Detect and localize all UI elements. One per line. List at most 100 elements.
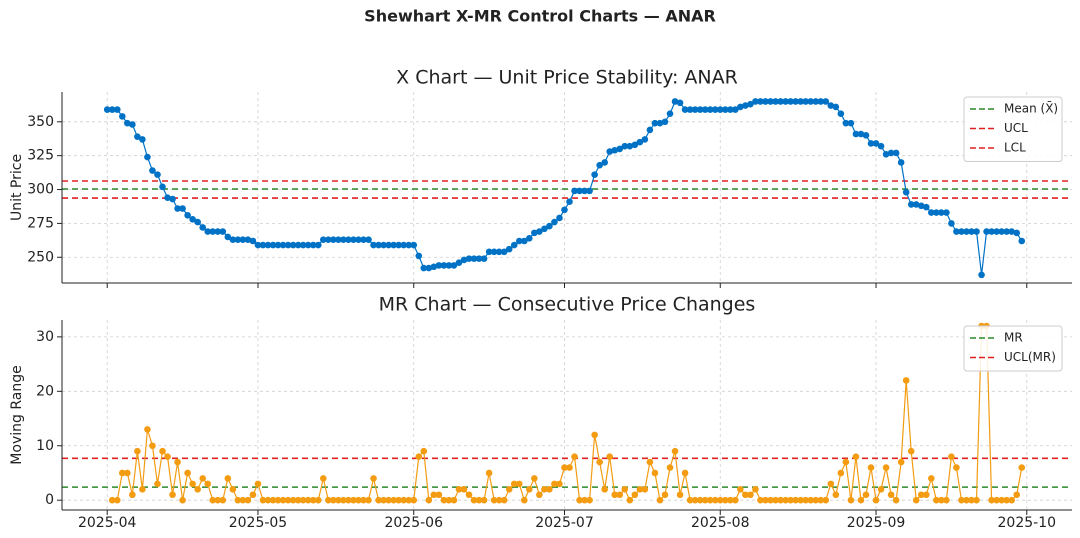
data-point: [264, 241, 272, 249]
legend-label: UCL: [1004, 121, 1028, 135]
data-point: [184, 469, 191, 477]
data-point: [546, 486, 553, 493]
data-point: [531, 475, 538, 482]
data-point: [943, 209, 950, 216]
data-point: [802, 496, 809, 504]
data-point: [797, 98, 804, 105]
data-point: [129, 491, 136, 499]
data-point: [294, 496, 302, 504]
data-point: [621, 142, 629, 150]
data-point: [601, 159, 608, 166]
data-point: [1013, 229, 1021, 237]
data-point: [727, 106, 734, 113]
data-point: [500, 248, 508, 256]
data-point: [314, 241, 322, 249]
data-point: [566, 198, 573, 206]
data-point: [520, 496, 528, 504]
data-point: [636, 138, 644, 146]
data-point: [872, 140, 880, 147]
data-point: [495, 248, 503, 256]
data-point: [817, 496, 825, 504]
data-point: [430, 491, 438, 499]
data-point: [390, 496, 397, 504]
y-tick-label: 30: [36, 329, 54, 345]
data-point: [596, 458, 603, 466]
data-point: [606, 148, 614, 155]
data-point: [159, 183, 166, 191]
data-point: [681, 469, 689, 477]
x-tick-label: 2025-09: [847, 515, 906, 531]
data-point: [450, 496, 458, 504]
axes-frame: [62, 320, 1072, 510]
data-point: [928, 209, 935, 216]
data-point: [686, 106, 694, 113]
data-point: [611, 491, 619, 499]
data-point: [294, 241, 302, 249]
axes-frame: [62, 92, 1072, 283]
data-point: [787, 98, 794, 105]
data-point: [701, 496, 709, 504]
data-point: [330, 236, 337, 243]
data-point: [636, 486, 644, 493]
y-tick-label: 300: [27, 182, 54, 198]
data-point: [877, 486, 885, 493]
data-point: [1008, 496, 1016, 504]
data-point: [520, 237, 528, 245]
y-tick-label: 250: [27, 249, 54, 265]
data-point: [395, 241, 402, 249]
data-point: [199, 224, 206, 231]
data-point: [571, 187, 578, 195]
data-point: [450, 262, 458, 269]
data-point: [174, 458, 181, 466]
data-point: [113, 106, 121, 113]
x-tick-label: 2025-04: [78, 515, 137, 531]
data-point: [536, 228, 543, 235]
legend-label: LCL: [1004, 141, 1026, 155]
data-point: [752, 98, 759, 105]
data-point: [214, 496, 222, 504]
data-point: [134, 447, 141, 455]
data-point: [355, 496, 362, 504]
data-point: [526, 486, 533, 493]
x-tick-label: 2025-06: [384, 515, 443, 531]
y-tick-label: 10: [36, 438, 54, 454]
data-point: [757, 496, 764, 504]
data-point: [747, 491, 754, 499]
data-point: [968, 496, 975, 504]
data-point: [309, 496, 317, 504]
data-point: [576, 187, 583, 195]
data-point: [561, 206, 568, 214]
data-point: [912, 201, 920, 208]
data-point: [214, 228, 222, 235]
data-point: [304, 496, 312, 504]
data-point: [435, 262, 443, 269]
data-point: [661, 118, 669, 126]
data-point: [299, 496, 307, 504]
data-point: [862, 491, 870, 499]
data-point: [581, 496, 588, 504]
data-point: [365, 496, 372, 504]
data-point: [902, 377, 910, 384]
legend-label: MR: [1004, 331, 1023, 345]
data-point: [797, 496, 804, 504]
data-point: [807, 496, 815, 504]
data-point: [591, 431, 598, 439]
data-point: [948, 453, 955, 460]
data-point: [365, 236, 372, 243]
data-point: [490, 496, 498, 504]
data-point: [948, 220, 955, 227]
data-point: [209, 496, 217, 504]
data-point: [194, 486, 201, 493]
data-point: [696, 106, 704, 113]
data-point: [113, 496, 121, 504]
data-point: [867, 464, 875, 471]
data-point: [852, 130, 860, 138]
data-point: [571, 453, 578, 460]
data-point: [279, 496, 287, 504]
data-point: [938, 209, 945, 216]
data-point: [229, 236, 237, 243]
data-point: [134, 133, 141, 141]
data-point: [641, 136, 649, 143]
data-point: [757, 98, 764, 105]
data-point: [395, 496, 402, 504]
